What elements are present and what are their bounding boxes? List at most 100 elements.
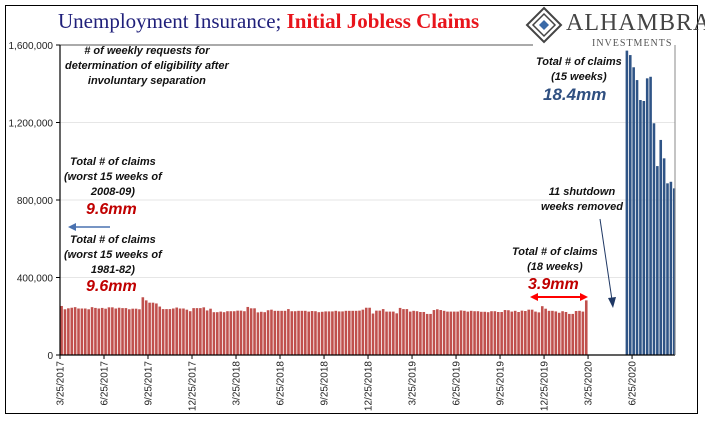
bar	[557, 312, 561, 355]
bar	[307, 311, 310, 355]
bar	[439, 310, 443, 355]
bar	[121, 308, 124, 355]
bar	[87, 309, 90, 355]
x-tick-label: 6/25/2019	[452, 361, 463, 406]
bar	[456, 311, 459, 355]
bar	[114, 308, 118, 355]
note-line: 11 shutdown	[548, 186, 616, 198]
x-tick-label: 9/25/2017	[144, 361, 155, 406]
bar	[584, 300, 588, 355]
bar	[202, 307, 206, 355]
bar	[672, 188, 676, 355]
note-line: (worst 15 weeks of	[64, 249, 162, 261]
y-tick-label: 400,000	[17, 274, 54, 285]
bar	[246, 306, 250, 355]
bar	[216, 312, 219, 355]
note-line: determination of eligibility after	[65, 60, 229, 72]
left-arrow-head	[68, 223, 76, 231]
bar	[337, 311, 341, 355]
bar	[148, 302, 151, 355]
bar	[490, 311, 493, 355]
bar	[77, 308, 80, 355]
bar	[486, 312, 490, 355]
bar	[395, 313, 398, 355]
bar	[493, 311, 497, 355]
bar	[419, 311, 422, 355]
bar	[324, 311, 327, 355]
shutdown-note: 11 shutdown weeks removed	[541, 185, 623, 215]
bar	[260, 311, 263, 355]
bar	[175, 307, 178, 355]
bar	[165, 309, 168, 355]
bar	[124, 308, 128, 355]
bar	[188, 311, 192, 355]
bar	[226, 311, 229, 355]
definition-note: # of weekly requests for determination o…	[65, 44, 229, 89]
bar	[635, 80, 639, 355]
bar	[80, 308, 84, 355]
bar	[304, 310, 307, 355]
worst-0809-value: 9.6mm	[86, 201, 137, 218]
bar	[317, 312, 321, 355]
total-18w-value: 3.9mm	[528, 276, 579, 293]
x-tick-label: 3/25/2019	[408, 361, 419, 406]
note-line: (15 weeks)	[551, 71, 607, 83]
bar	[236, 310, 239, 355]
bar	[104, 308, 107, 355]
bar	[270, 309, 273, 355]
bar	[209, 308, 212, 355]
worst-8182-note: Total # of claims (worst 15 weeks of 198…	[64, 233, 162, 278]
x-tick-label: 9/25/2019	[496, 361, 507, 406]
bar	[310, 311, 314, 355]
bar	[547, 310, 551, 355]
y-tick-label: 1,200,000	[9, 119, 54, 130]
bar	[199, 308, 202, 355]
bar	[642, 100, 646, 356]
bar	[408, 311, 412, 355]
note-line: # of weekly requests for	[84, 45, 210, 57]
bar	[232, 311, 236, 355]
bar	[415, 311, 419, 355]
bar	[578, 310, 581, 355]
shutdown-arrow-head	[608, 297, 616, 308]
bar	[344, 310, 348, 355]
total-15w-value: 18.4mm	[543, 85, 607, 104]
bar	[503, 310, 507, 355]
bar	[195, 308, 199, 355]
shutdown-arrow	[599, 218, 613, 301]
note-line: Total # of claims	[512, 246, 598, 258]
bar	[480, 311, 483, 355]
bar	[222, 312, 226, 355]
bar	[83, 308, 87, 355]
bar	[168, 309, 172, 355]
bar	[520, 310, 524, 355]
total-18w-note: Total # of claims (18 weeks)	[512, 245, 598, 275]
x-tick-label: 6/25/2020	[628, 361, 639, 406]
bar	[544, 308, 547, 355]
bar	[469, 310, 473, 355]
chart-title: Unemployment Insurance; Initial Jobless …	[58, 9, 479, 34]
bar	[459, 310, 463, 355]
bar	[263, 312, 266, 355]
bar	[571, 313, 575, 355]
bar	[354, 310, 358, 355]
bar	[192, 308, 195, 355]
bar	[656, 166, 659, 355]
bar	[63, 309, 67, 355]
bar	[266, 310, 270, 355]
bar	[483, 311, 487, 355]
bar	[161, 309, 165, 355]
bar	[90, 307, 94, 355]
bar	[155, 303, 158, 355]
bar	[327, 311, 331, 355]
bar	[476, 311, 480, 355]
x-tick-label: 3/25/2017	[56, 361, 67, 406]
bar	[452, 311, 456, 355]
arrows	[68, 218, 616, 308]
bar	[107, 307, 111, 355]
x-tick-label: 6/25/2018	[276, 361, 287, 406]
bar	[666, 183, 669, 355]
bar	[280, 310, 283, 355]
bar	[239, 310, 243, 355]
bar	[243, 311, 246, 355]
